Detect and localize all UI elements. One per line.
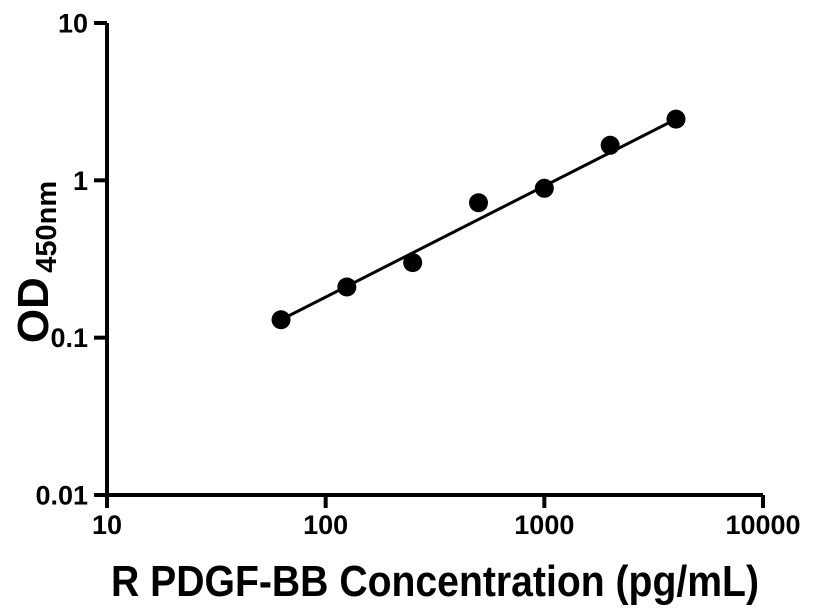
y-tick-label: 0.1 <box>50 323 88 353</box>
data-point <box>666 109 686 129</box>
y-axis-title-main: OD <box>9 277 58 343</box>
data-point <box>600 135 620 155</box>
y-axis-title-subscript: 450nm <box>31 181 63 273</box>
data-points <box>271 109 686 330</box>
axes <box>105 23 763 497</box>
y-tick-label: 10 <box>58 9 88 39</box>
x-tick-label: 100 <box>303 510 348 540</box>
x-tick-label: 1000 <box>514 510 574 540</box>
data-point <box>534 178 554 198</box>
y-tick-label: 1 <box>73 166 88 196</box>
axis-spines <box>105 23 763 497</box>
x-tick-label: 10 <box>92 510 122 540</box>
data-point <box>469 193 489 213</box>
y-axis-tick-labels: 0.01 0.1 1 10 <box>35 9 88 511</box>
data-point <box>403 253 423 273</box>
x-axis-ticks <box>105 495 765 508</box>
y-tick-label: 0.01 <box>35 481 88 511</box>
x-tick-label: 10000 <box>725 510 800 540</box>
data-point <box>271 310 291 330</box>
x-axis-title: R PDGF-BB Concentration (pg/mL) <box>111 557 759 606</box>
y-axis-ticks <box>94 21 107 497</box>
y-axis-title: OD 450nm <box>9 181 63 343</box>
data-point <box>337 277 357 297</box>
x-axis-tick-labels: 10 100 1000 10000 <box>92 510 801 540</box>
